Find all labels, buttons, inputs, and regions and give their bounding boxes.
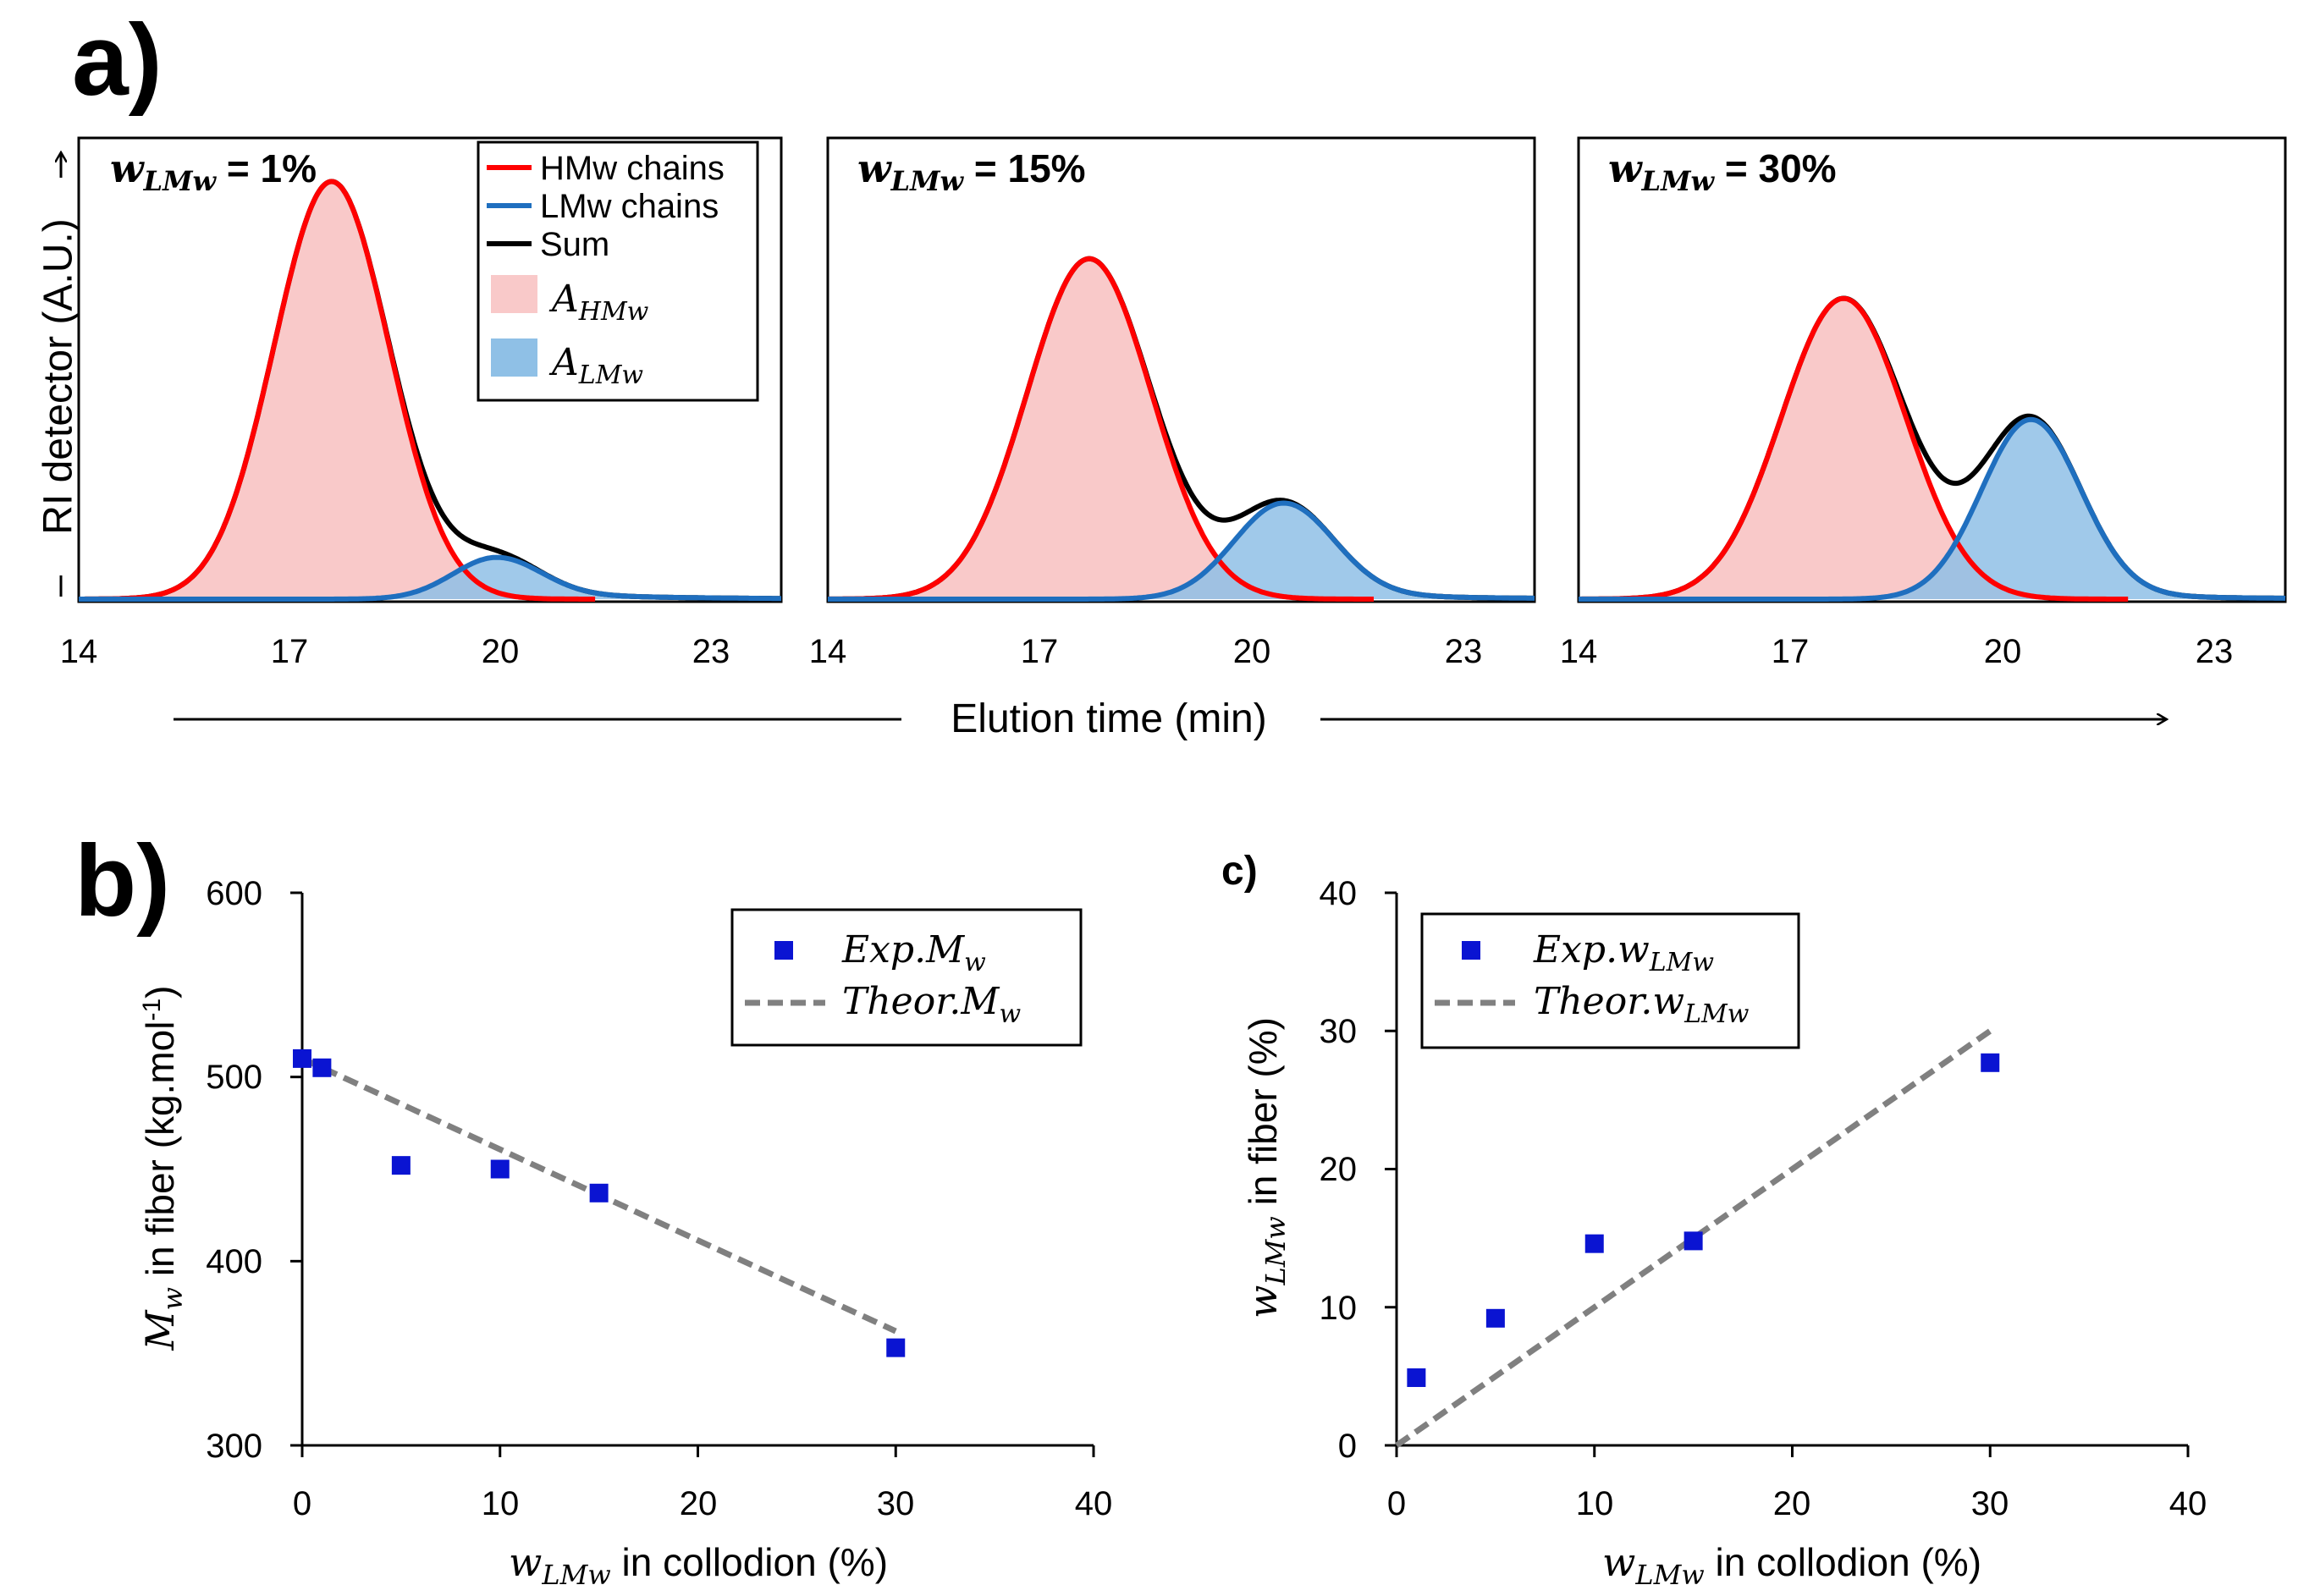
- x-tick: 0: [293, 1485, 311, 1522]
- panel-title: wLMw = 30%: [1608, 146, 1837, 197]
- hmw-line: [79, 179, 596, 602]
- ri-axis-label: RI detector (A.U.): [36, 218, 81, 534]
- tick-marks: [290, 891, 1095, 1457]
- data-point: [1684, 1231, 1703, 1251]
- x-tick: 14: [60, 633, 98, 670]
- y-tick: 0: [1338, 1428, 1357, 1465]
- legend-swatch-area-lmw: [491, 338, 537, 377]
- y-tick: 20: [1320, 1151, 1358, 1188]
- y-tick: 400: [206, 1243, 262, 1280]
- panel-label-a: a): [72, 3, 163, 117]
- x-tick: 0: [1387, 1485, 1406, 1522]
- hmw-line: [1579, 295, 2129, 602]
- x-tick: 20: [1233, 633, 1271, 670]
- legend-label-area-hmw: AHMw: [548, 278, 649, 327]
- legend-label-sum: Sum: [540, 226, 609, 263]
- x-tick: 40: [1075, 1485, 1113, 1522]
- x-tick: 17: [271, 633, 309, 670]
- x-tick: 10: [482, 1485, 520, 1522]
- x-axis-title: wLMw in collodion (%): [1602, 1539, 1981, 1591]
- legend-box: [730, 908, 1083, 1047]
- x-tick: 40: [2169, 1485, 2207, 1522]
- legend-swatch-exp: [774, 941, 793, 960]
- data-point: [886, 1338, 906, 1357]
- legend-mw: Exp.Mw Theor.Mw: [730, 908, 1083, 1047]
- legend-swatch-exp: [1462, 941, 1480, 960]
- x-ticks-15pct: 14 17 20 23: [809, 633, 1483, 670]
- legend-label-theor: Theor.wLMw: [1534, 980, 1750, 1029]
- x-tick: 20: [680, 1485, 718, 1522]
- lmw-line: [828, 500, 1535, 602]
- data-point: [312, 1058, 332, 1077]
- y-tick: 30: [1320, 1013, 1358, 1050]
- y-tick: 40: [1320, 875, 1358, 912]
- x-tick: 20: [1773, 1485, 1811, 1522]
- x-tick: 20: [1984, 633, 2022, 670]
- mw-scatter-plot: 300 400 500 600 0 10 20 30 40 wLMw in co…: [137, 875, 1112, 1591]
- chromatogram-panel-30pct: wLMw = 30%: [1577, 136, 2287, 603]
- elution-axis-label: Elution time (min): [951, 696, 1266, 741]
- plot-marks: [1385, 891, 2190, 1457]
- panel-label-c: c): [1221, 849, 1258, 894]
- hmw-area: [1579, 298, 2130, 599]
- lmw-line: [1579, 416, 2286, 602]
- theoretical-line: [1394, 1028, 1992, 1448]
- y-axis-title: Mw in fiber (kg.mol-1): [137, 986, 189, 1351]
- lmw-line: [79, 554, 781, 602]
- hmw-area: [79, 181, 597, 599]
- legend-swatch-area-hmw: [491, 275, 537, 313]
- data-point: [1485, 1308, 1505, 1328]
- tick-marks: [1385, 891, 2190, 1457]
- x-tick: 23: [1445, 633, 1483, 670]
- panel-title: wLMw = 1%: [110, 146, 317, 197]
- legend-label-area-lmw: ALMw: [548, 341, 643, 390]
- data-point: [1981, 1053, 2000, 1072]
- x-ticks-30pct: 14 17 20 23: [1560, 633, 2234, 670]
- lmw-area: [79, 557, 781, 599]
- legend-label-lmw: LMw chains: [540, 188, 719, 225]
- data-point: [490, 1159, 510, 1179]
- hmw-line: [828, 256, 1374, 602]
- x-tick: 30: [877, 1485, 915, 1522]
- y-tick: 500: [206, 1059, 262, 1096]
- x-tick: 30: [1971, 1485, 2009, 1522]
- x-tick: 14: [1560, 633, 1598, 670]
- legend-chromatogram: HMw chains LMw chains Sum AHMw ALMw: [477, 140, 759, 402]
- x-ticks-1pct: 14 17 20 23: [60, 633, 730, 670]
- data-point: [391, 1156, 411, 1175]
- legend-label-exp: Exp.Mw: [841, 928, 986, 977]
- panel-title: wLMw = 15%: [857, 146, 1086, 197]
- x-tick: 17: [1772, 633, 1810, 670]
- x-tick: 17: [1021, 633, 1059, 670]
- x-tick: 14: [809, 633, 847, 670]
- chromatogram-panel-15pct: wLMw = 15%: [826, 136, 1536, 603]
- x-tick: 23: [2196, 633, 2234, 670]
- y-tick: 600: [206, 875, 262, 912]
- plot-marks: [290, 891, 1095, 1457]
- hmw-area: [828, 258, 1375, 599]
- x-tick: 23: [692, 633, 730, 670]
- wlmw-scatter-plot: 0 10 20 30 40 0 10 20 30 40 wLMw in coll…: [1240, 875, 2207, 1591]
- legend-wlmw: Exp.wLMw Theor.wLMw: [1420, 912, 1800, 1049]
- lmw-area: [1579, 419, 2285, 599]
- legend-label-exp: Exp.wLMw: [1533, 928, 1714, 977]
- lmw-area: [828, 503, 1535, 599]
- x-axis-title: wLMw in collodion (%): [509, 1539, 888, 1591]
- panel-label-b: b): [74, 824, 170, 938]
- legend-box: [1420, 912, 1800, 1049]
- y-axis-title: wLMw in fiber (%): [1240, 1017, 1292, 1318]
- x-tick: 20: [482, 633, 520, 670]
- legend-label-theor: Theor.Mw: [842, 980, 1021, 1029]
- legend-label-hmw: HMw chains: [540, 150, 725, 187]
- x-tick: 10: [1576, 1485, 1614, 1522]
- y-tick: 300: [206, 1428, 262, 1465]
- data-point: [293, 1048, 311, 1068]
- y-tick: 10: [1320, 1290, 1358, 1327]
- data-point: [1584, 1234, 1604, 1253]
- data-point: [589, 1183, 609, 1203]
- data-point: [1407, 1368, 1426, 1388]
